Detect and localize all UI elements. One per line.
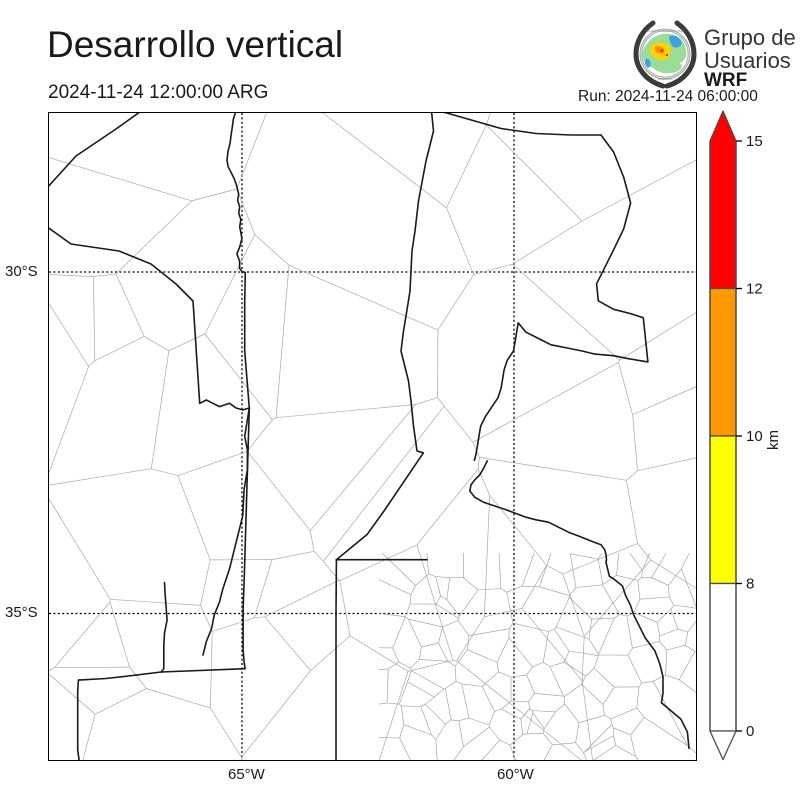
svg-text:GRUPO DE USUARIOS WRF: GRUPO DE USUARIOS WRF — [646, 29, 684, 33]
svg-text:km: km — [765, 430, 782, 450]
svg-text:15: 15 — [746, 133, 763, 150]
svg-text:12: 12 — [746, 281, 763, 298]
svg-text:10: 10 — [746, 428, 763, 445]
svg-text:Grupo de: Grupo de — [704, 25, 796, 50]
svg-text:ARGENTINA: ARGENTINA — [657, 77, 672, 81]
svg-text:0: 0 — [746, 723, 754, 740]
svg-text:8: 8 — [746, 576, 754, 593]
svg-text:WRF: WRF — [704, 70, 747, 90]
